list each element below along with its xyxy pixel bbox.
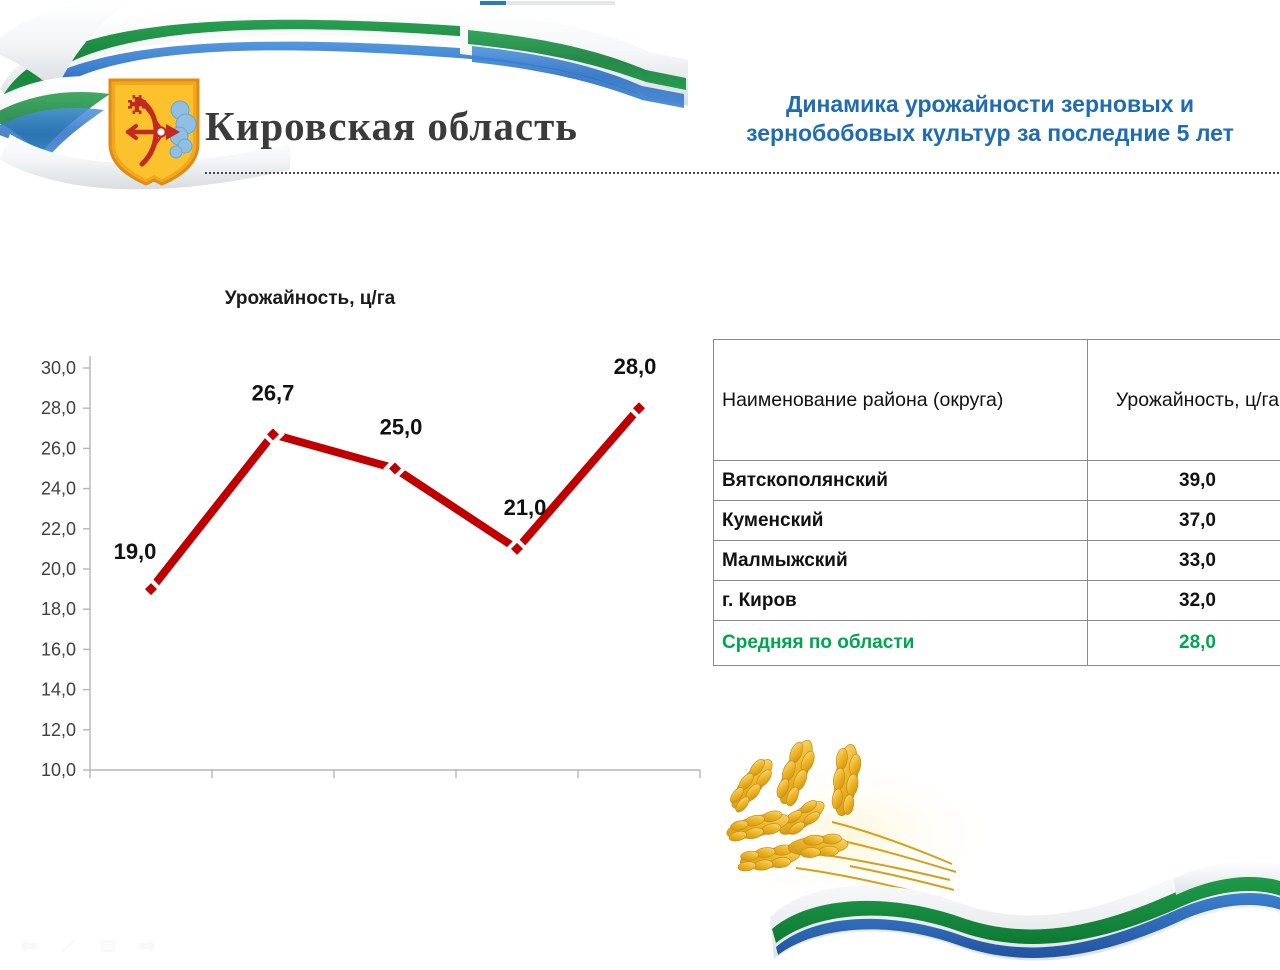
district-name: Куменский bbox=[714, 501, 1088, 541]
district-yield: 32,0 bbox=[1088, 581, 1280, 621]
svg-text:21,0: 21,0 bbox=[504, 495, 547, 520]
menu-icon[interactable] bbox=[98, 936, 118, 956]
svg-text:20,0: 20,0 bbox=[41, 559, 76, 579]
coat-of-arms-icon bbox=[106, 76, 202, 188]
svg-text:16,0: 16,0 bbox=[41, 639, 76, 659]
svg-text:2023: 2023 bbox=[375, 786, 415, 788]
svg-text:2022: 2022 bbox=[253, 786, 293, 788]
svg-text:18,0: 18,0 bbox=[41, 599, 76, 619]
svg-text:25,0: 25,0 bbox=[380, 415, 423, 440]
table-header-name: Наименование района (округа) bbox=[714, 340, 1088, 461]
table-header-value: Урожайность, ц/га bbox=[1088, 340, 1280, 461]
svg-text:14,0: 14,0 bbox=[41, 680, 76, 700]
header-divider bbox=[205, 172, 1280, 174]
total-label: Средняя по области bbox=[714, 621, 1088, 666]
district-yield: 39,0 bbox=[1088, 461, 1280, 501]
district-name: Малмыжский bbox=[714, 541, 1088, 581]
presentation-progress-track[interactable] bbox=[480, 1, 615, 5]
svg-text:28,0: 28,0 bbox=[614, 354, 657, 379]
region-title: Кировская область bbox=[205, 102, 578, 150]
viewer-toolbar[interactable] bbox=[18, 936, 158, 956]
svg-text:10,0: 10,0 bbox=[41, 760, 76, 780]
total-value: 28,0 bbox=[1088, 621, 1280, 666]
slide-heading: Динамика урожайности зерновых и зернобоб… bbox=[700, 90, 1280, 149]
svg-text:28,0: 28,0 bbox=[41, 398, 76, 418]
svg-text:2021: 2021 bbox=[131, 786, 171, 788]
chart-title: Урожайность, ц/га bbox=[0, 288, 620, 310]
svg-text:24,0: 24,0 bbox=[41, 479, 76, 499]
pen-icon[interactable] bbox=[58, 936, 78, 956]
svg-text:22,0: 22,0 bbox=[41, 519, 76, 539]
table-header-row: Наименование района (округа) Урожайность… bbox=[714, 340, 1280, 461]
presentation-progress-fill bbox=[480, 1, 506, 5]
district-yield: 33,0 bbox=[1088, 541, 1280, 581]
arrow-left-icon[interactable] bbox=[18, 936, 38, 956]
districts-yield-table: Наименование района (округа) Урожайность… bbox=[713, 339, 1280, 666]
chart-canvas: 10,0 12,0 14,0 16,0 18,0 20,0 22,0 24,0 26,0 28,0… bbox=[0, 310, 712, 788]
svg-text:2025: 2025 bbox=[619, 786, 659, 788]
yield-line-chart: Урожайность, ц/га 10,0 12,0 14,0 16,0 18,0 20… bbox=[0, 288, 712, 788]
svg-text:2024: 2024 bbox=[497, 786, 537, 788]
ribbon-bottom-decoration bbox=[770, 855, 1280, 970]
svg-text:26,7: 26,7 bbox=[252, 380, 295, 405]
district-name: г. Киров bbox=[714, 581, 1088, 621]
district-yield: 37,0 bbox=[1088, 501, 1280, 541]
svg-text:26,0: 26,0 bbox=[41, 438, 76, 458]
svg-text:12,0: 12,0 bbox=[41, 720, 76, 740]
svg-text:19,0: 19,0 bbox=[114, 539, 157, 564]
district-name: Вятскополянский bbox=[714, 461, 1088, 501]
svg-text:30,0: 30,0 bbox=[41, 358, 76, 378]
arrow-right-icon[interactable] bbox=[138, 936, 158, 956]
ribbon-top-decoration bbox=[0, 0, 690, 194]
